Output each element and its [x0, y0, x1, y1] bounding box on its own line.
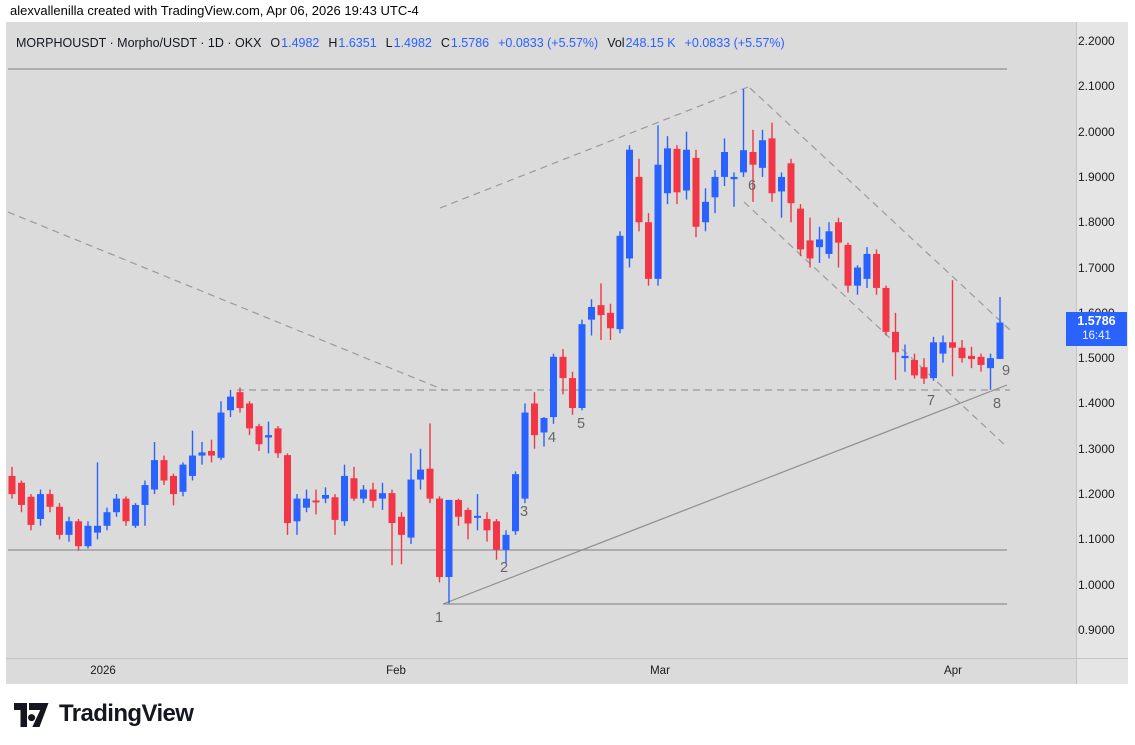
trendline-channel-lower-dashed[interactable]	[743, 201, 1008, 448]
price-tick: 1.1000	[1078, 532, 1115, 547]
wave-label-2: 2	[500, 560, 508, 576]
ohlc-open: O 1.4982	[270, 36, 320, 50]
time-axis-separator	[6, 658, 1128, 659]
price-tick: 1.8000	[1078, 215, 1115, 230]
current-price-label: 1.5786 16:41	[1066, 311, 1127, 346]
price-tick: 1.2000	[1078, 487, 1115, 502]
ohlc-high: H 1.6351	[328, 36, 377, 50]
price-tick: 2.0000	[1078, 124, 1115, 139]
wave-label-6: 6	[748, 178, 756, 194]
symbol-legend[interactable]: MORPHOUSDT · Morpho/USDT · 1D · OKX O 1.4…	[16, 36, 785, 50]
wave-label-1: 1	[435, 610, 443, 626]
tradingview-logo-icon	[14, 703, 49, 727]
trendline-rising-dashed[interactable]	[439, 86, 749, 209]
trendline-channel-upper-dashed[interactable]	[749, 87, 1011, 331]
tradingview-logo[interactable]: TradingView	[14, 699, 194, 729]
price-tick: 0.9000	[1078, 623, 1115, 637]
time-tick-Mar: Mar	[650, 665, 670, 677]
wave-label-4: 4	[548, 430, 556, 446]
price-tick: 1.3000	[1078, 441, 1115, 456]
price-tick: 1.9000	[1078, 169, 1115, 184]
price-axis-background[interactable]	[1076, 22, 1128, 684]
trendline-rising-support[interactable]	[442, 384, 1008, 605]
wave-label-8: 8	[993, 396, 1001, 412]
ohlc-low: L 1.4982	[385, 36, 432, 50]
time-tick-Feb: Feb	[386, 665, 406, 677]
tradingview-logo-text: TradingView	[59, 700, 194, 727]
volume: Vol 248.15 K	[607, 36, 676, 50]
price-tick: 1.7000	[1078, 260, 1115, 275]
price-tick: 1.5000	[1078, 351, 1115, 366]
wave-label-3: 3	[520, 504, 528, 520]
price-tick: 1.0000	[1078, 577, 1115, 592]
current-price-value: 1.5786	[1077, 313, 1116, 328]
price-tick: 1.4000	[1078, 396, 1115, 411]
attribution-text: alexvallenilla created with TradingView.…	[10, 3, 419, 18]
bar-countdown: 16:41	[1082, 329, 1111, 342]
wave-label-7: 7	[927, 393, 935, 409]
wave-label-9: 9	[1002, 363, 1010, 379]
price-change: +0.0833 (+5.57%)	[498, 36, 599, 50]
time-tick-Apr: Apr	[944, 665, 962, 677]
volume-change: +0.0833 (+5.57%)	[684, 36, 785, 50]
symbol-title[interactable]: MORPHOUSDT · Morpho/USDT · 1D · OKX	[16, 36, 262, 50]
price-tick: 2.2000	[1078, 34, 1115, 48]
wave-label-5: 5	[577, 416, 585, 432]
ohlc-close: C 1.5786	[440, 36, 490, 50]
price-tick: 2.1000	[1078, 79, 1115, 94]
trendline-falling-dashed-left[interactable]	[7, 211, 445, 391]
time-tick-2026: 2026	[90, 665, 116, 677]
